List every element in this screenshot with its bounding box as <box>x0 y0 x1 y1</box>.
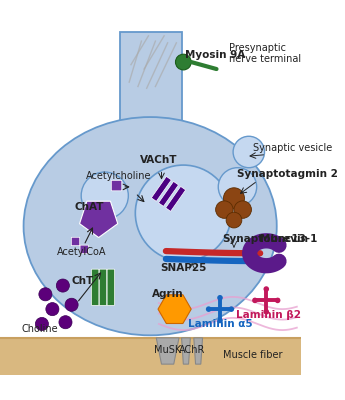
Text: AcetylCoA: AcetylCoA <box>57 247 106 257</box>
Bar <box>158 182 178 206</box>
FancyBboxPatch shape <box>99 269 107 306</box>
Circle shape <box>39 288 52 301</box>
Polygon shape <box>181 338 190 364</box>
Text: Presynaptic
nerve terminal: Presynaptic nerve terminal <box>229 43 301 64</box>
Text: Muscle fiber: Muscle fiber <box>224 350 283 360</box>
Text: Myosin 9A: Myosin 9A <box>185 50 245 60</box>
FancyBboxPatch shape <box>80 245 88 254</box>
Text: VAChT: VAChT <box>140 155 178 165</box>
Circle shape <box>217 295 223 300</box>
Text: Synaptotagmin 2: Synaptotagmin 2 <box>237 169 338 179</box>
Circle shape <box>228 306 234 312</box>
Circle shape <box>81 172 128 219</box>
Text: Agrin: Agrin <box>152 289 184 299</box>
Text: AChR: AChR <box>179 345 205 355</box>
Circle shape <box>275 298 280 303</box>
FancyBboxPatch shape <box>111 180 122 191</box>
Text: Acetylcholine: Acetylcholine <box>86 170 151 180</box>
Ellipse shape <box>23 117 277 335</box>
Circle shape <box>59 316 72 329</box>
Text: SNAP25: SNAP25 <box>160 263 207 273</box>
Circle shape <box>224 188 245 209</box>
Text: Munc13-1: Munc13-1 <box>260 234 317 244</box>
Circle shape <box>135 165 231 261</box>
Circle shape <box>264 286 269 292</box>
Bar <box>151 176 171 201</box>
FancyBboxPatch shape <box>71 237 80 246</box>
Circle shape <box>217 318 223 323</box>
Text: MuSK: MuSK <box>154 345 181 355</box>
Text: Laminin β2: Laminin β2 <box>236 310 302 320</box>
Circle shape <box>233 136 265 168</box>
Circle shape <box>35 318 48 330</box>
Text: Laminin α5: Laminin α5 <box>188 319 252 329</box>
Circle shape <box>46 302 59 316</box>
Circle shape <box>252 298 258 303</box>
Text: ChT: ChT <box>72 276 94 286</box>
FancyBboxPatch shape <box>91 269 99 306</box>
Text: Synaptic vesicle: Synaptic vesicle <box>253 143 333 153</box>
Circle shape <box>234 201 252 218</box>
Bar <box>0 338 301 375</box>
Text: Synaptobrevin: Synaptobrevin <box>223 234 309 244</box>
Circle shape <box>264 309 269 314</box>
Circle shape <box>56 279 69 292</box>
Circle shape <box>65 298 78 311</box>
Polygon shape <box>156 338 179 364</box>
FancyBboxPatch shape <box>107 269 115 306</box>
Circle shape <box>206 306 211 312</box>
Polygon shape <box>158 295 191 324</box>
Polygon shape <box>120 32 181 226</box>
Circle shape <box>216 201 233 218</box>
Text: ChAT: ChAT <box>74 202 104 212</box>
Circle shape <box>176 54 191 70</box>
Circle shape <box>226 212 242 228</box>
Polygon shape <box>80 201 118 238</box>
Bar <box>166 186 186 211</box>
Circle shape <box>218 168 257 206</box>
Text: Choline: Choline <box>22 324 58 334</box>
Polygon shape <box>194 338 203 364</box>
